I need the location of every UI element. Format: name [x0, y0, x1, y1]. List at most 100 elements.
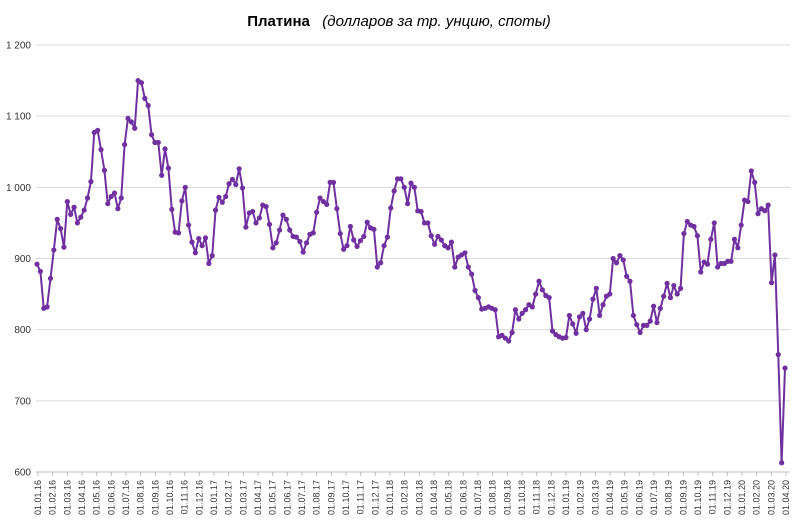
y-tick-label: 800 [14, 325, 31, 336]
data-point [462, 250, 468, 256]
data-point [647, 318, 653, 324]
data-point [452, 264, 458, 270]
x-tick-label: 01.04.18 [429, 480, 439, 515]
x-tick-label: 01.06.16 [106, 480, 116, 515]
data-point [263, 203, 269, 210]
data-point [637, 329, 643, 336]
data-point [782, 365, 788, 371]
data-point [148, 132, 155, 138]
data-point [607, 291, 613, 297]
data-point [405, 201, 411, 207]
x-tick-label: 01.09.16 [150, 480, 160, 515]
data-point [418, 208, 424, 215]
data-point [159, 172, 165, 178]
x-axis: 01.01.16 01.02.16 01.03.16 01.04.16 01.05.16… [33, 472, 791, 515]
data-point [374, 264, 380, 270]
data-point [681, 230, 687, 237]
data-point [654, 319, 660, 326]
x-tick-label: 01.03.16 [62, 480, 72, 515]
data-point [371, 226, 377, 232]
data-point [347, 223, 353, 230]
data-point [115, 206, 121, 212]
data-point [341, 246, 347, 252]
data-point [664, 280, 670, 287]
data-point [118, 195, 124, 201]
data-point [546, 295, 552, 301]
x-tick-label: 01.08.19 [664, 480, 674, 515]
data-point [202, 235, 209, 241]
data-point [209, 253, 215, 259]
data-point [314, 209, 320, 215]
data-point [361, 233, 367, 240]
x-tick-label: 01.11.16 [180, 480, 190, 514]
data-point [570, 321, 576, 327]
data-point [762, 208, 768, 214]
data-point [529, 304, 535, 310]
data-point [364, 219, 370, 225]
data-point [317, 195, 323, 201]
data-point [71, 204, 77, 210]
data-point [175, 230, 182, 236]
data-point [344, 243, 350, 249]
data-point [98, 147, 104, 153]
data-point [51, 247, 57, 253]
x-tick-label: 01.03.19 [590, 480, 600, 515]
data-point [155, 139, 161, 146]
data-point [145, 102, 151, 109]
data-point [243, 224, 249, 230]
data-point [212, 207, 219, 213]
data-point [677, 285, 684, 291]
x-tick-label: 01.02.19 [576, 480, 586, 515]
data-point [78, 214, 84, 220]
data-point [772, 252, 778, 258]
data-point [408, 180, 414, 186]
data-point [125, 115, 131, 121]
data-point [428, 233, 434, 239]
data-point [671, 282, 677, 289]
data-point [435, 233, 441, 240]
data-point [54, 216, 60, 222]
data-point [576, 314, 583, 320]
x-tick-label: 01.01.16 [33, 480, 43, 515]
x-tick-label: 01.07.18 [473, 480, 483, 515]
data-point [44, 304, 50, 310]
x-tick-label: 01.07.16 [121, 480, 131, 515]
data-point [704, 261, 711, 267]
data-point [105, 201, 111, 207]
x-tick-label: 01.12.17 [370, 480, 380, 515]
x-tick-label: 01.12.16 [194, 480, 204, 515]
x-tick-label: 01.06.18 [458, 480, 468, 515]
data-point [357, 238, 364, 244]
data-point [81, 207, 87, 213]
data-point [536, 278, 542, 284]
x-tick-label: 01.06.17 [282, 480, 292, 515]
data-point [765, 202, 771, 208]
data-point [276, 227, 283, 233]
chart-title: Платина (долларов за тр. унцию, споты) [247, 13, 551, 30]
data-point [300, 249, 306, 255]
data-point [448, 239, 455, 245]
data-point [735, 245, 741, 251]
data-point [132, 125, 138, 131]
x-tick-label: 01.04.19 [605, 480, 615, 515]
data-point [206, 260, 212, 267]
data-point [775, 351, 781, 358]
y-axis: 600 700 800 900 1 000 1 100 1 200 [6, 41, 31, 479]
data-point [270, 245, 276, 251]
data-point [516, 316, 522, 322]
data-point [731, 236, 738, 242]
data-point [216, 194, 222, 200]
x-tick-label: 01.04.16 [77, 480, 87, 515]
x-tick-label: 01.05.19 [620, 480, 630, 515]
data-point [354, 243, 360, 250]
data-point [108, 193, 114, 200]
data-point [624, 273, 630, 279]
data-point [61, 244, 67, 250]
data-point [283, 216, 289, 222]
data-point [617, 253, 623, 259]
x-tick-label: 01.09.18 [502, 480, 512, 515]
data-point [698, 269, 704, 275]
data-point [755, 211, 761, 217]
data-point [610, 255, 616, 262]
x-tick-label: 01.03.17 [238, 480, 248, 515]
